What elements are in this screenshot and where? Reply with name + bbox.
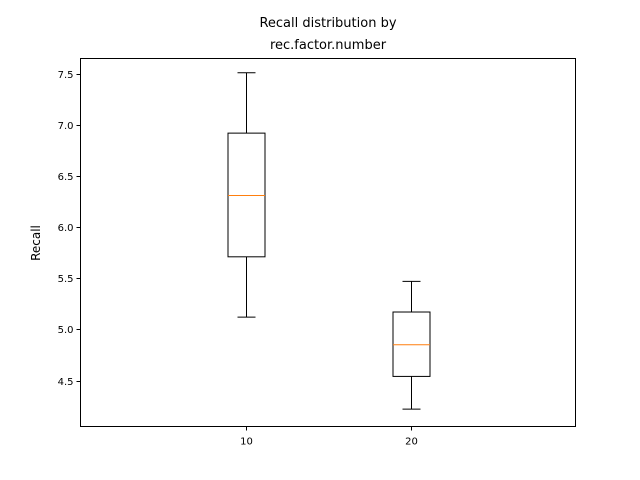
y-tick-label: 5.5 xyxy=(58,274,74,285)
y-tick-label: 4.5 xyxy=(58,377,74,388)
y-tick-label: 6.5 xyxy=(58,172,74,183)
plot-frame xyxy=(80,58,576,427)
x-tick-label: 20 xyxy=(405,437,418,448)
y-tick-label: 7.5 xyxy=(58,70,74,81)
box-iqr xyxy=(227,132,266,258)
chart-title-line-2: rec.factor.number xyxy=(270,38,387,53)
chart-title-line-1: Recall distribution by xyxy=(259,16,396,31)
x-tick-label: 10 xyxy=(240,437,253,448)
y-tick-label: 5.0 xyxy=(58,325,74,336)
plot-area: 4.5 5.0 5.5 6.0 6.5 7.0 7.5 10 20 xyxy=(58,70,431,448)
y-axis-label: Recall xyxy=(29,225,43,261)
y-tick-label: 7.0 xyxy=(58,121,74,132)
box-iqr xyxy=(392,311,431,377)
y-tick-label: 6.0 xyxy=(58,223,74,234)
